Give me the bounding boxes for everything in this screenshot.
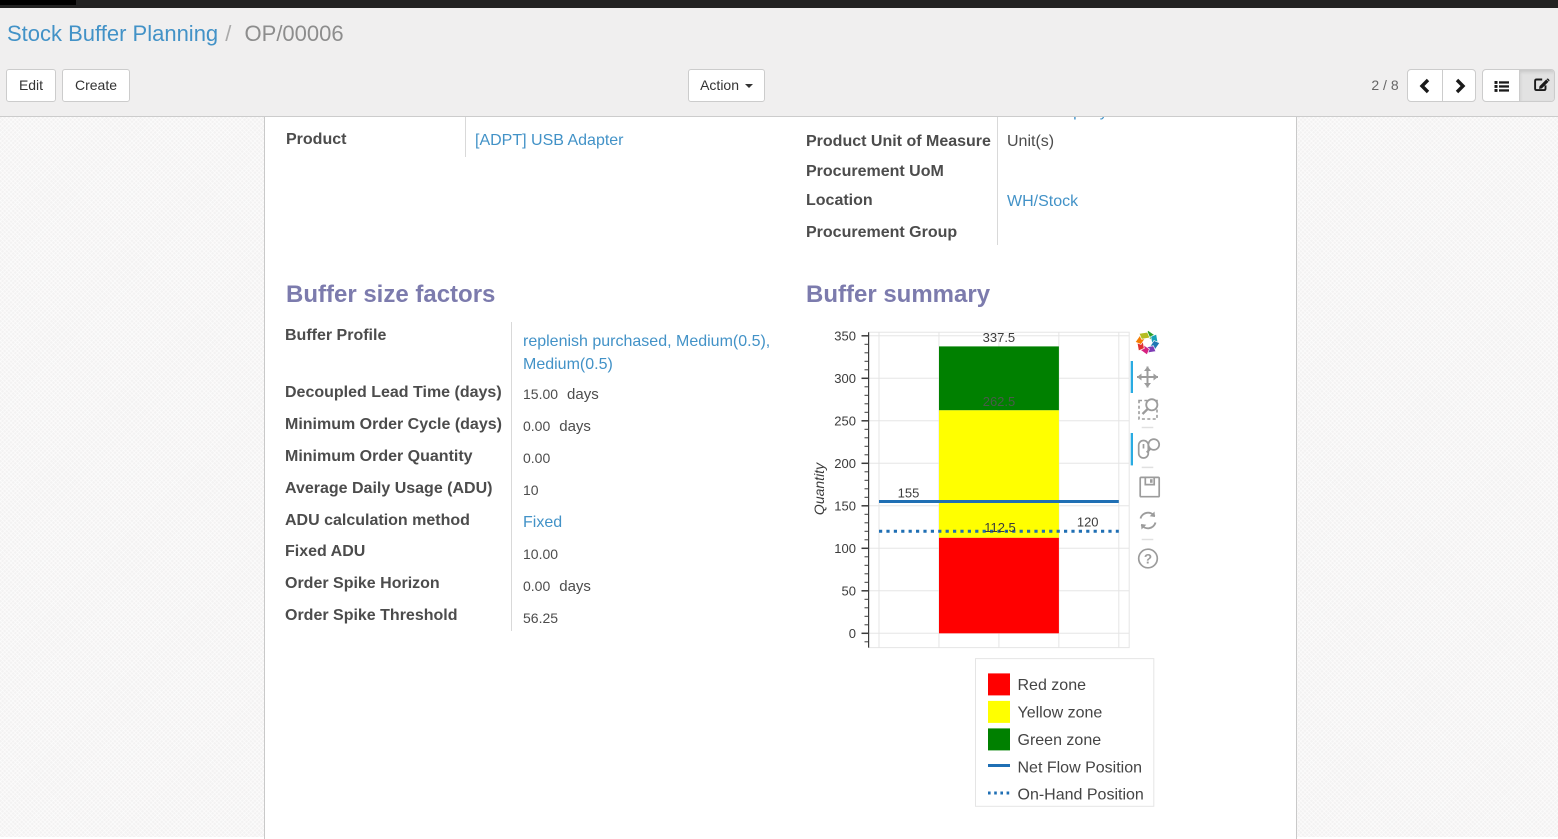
svg-text:150: 150 [834, 498, 856, 513]
svg-text:Red zone: Red zone [1018, 677, 1087, 694]
svg-text:155: 155 [898, 485, 920, 500]
svg-text:0: 0 [849, 626, 856, 641]
svg-text:50: 50 [842, 583, 856, 598]
svg-text:200: 200 [834, 456, 856, 471]
svg-text:250: 250 [834, 413, 856, 428]
svg-text:262.5: 262.5 [983, 394, 1016, 409]
svg-text:300: 300 [834, 371, 856, 386]
svg-text:Quantity: Quantity [811, 462, 827, 515]
svg-text:112.5: 112.5 [984, 520, 1016, 535]
svg-text:?: ? [1144, 552, 1152, 567]
svg-text:Net Flow Position: Net Flow Position [1018, 759, 1143, 776]
svg-text:350: 350 [834, 328, 856, 343]
svg-text:Green zone: Green zone [1018, 732, 1102, 749]
svg-text:337.5: 337.5 [983, 330, 1016, 345]
svg-text:Yellow zone: Yellow zone [1018, 705, 1103, 722]
svg-text:120: 120 [1077, 514, 1099, 529]
svg-text:On-Hand Position: On-Hand Position [1018, 787, 1144, 804]
svg-text:100: 100 [834, 541, 856, 556]
